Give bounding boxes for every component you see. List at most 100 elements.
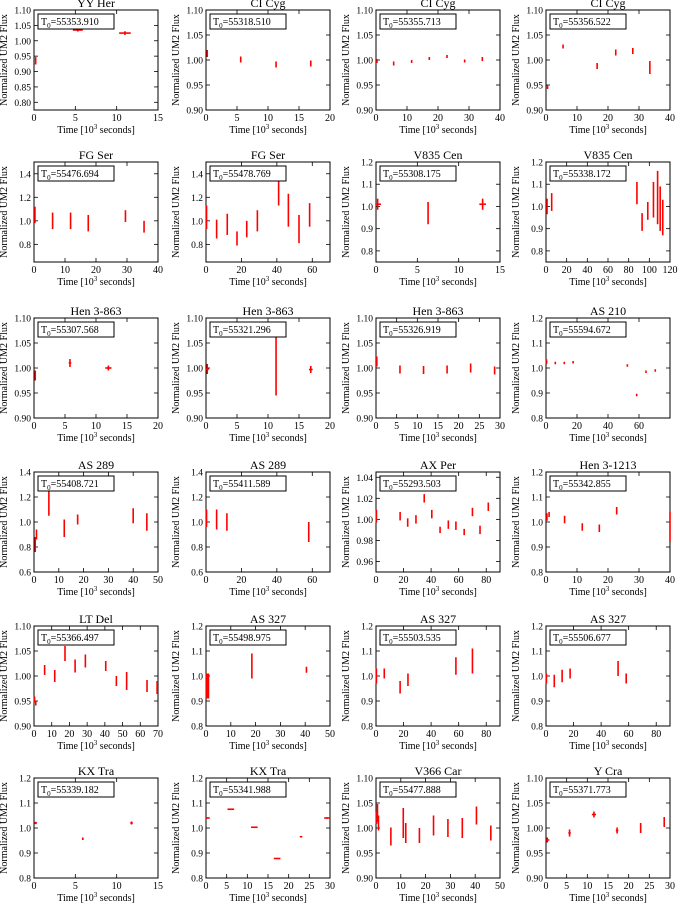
t0-box	[209, 165, 287, 182]
x-tick-label: 0	[204, 265, 209, 276]
x-tick-label: 0	[204, 113, 209, 124]
chart-panel: LT Del 0 10 20 30 40 50 60 70 0.90 0.95 1.00 1.05 1.1…	[0, 612, 163, 752]
chart-panel: KX Tra 0 5 10 15 0.8 0.9 1.0 1.1 1.2 Time [103 sec…	[0, 764, 163, 904]
y-tick-label: 0.90	[356, 107, 373, 117]
x-tick-label: 30	[103, 575, 113, 586]
y-tick-label: 0.95	[14, 698, 31, 708]
chart-panel: V835 Cen 0 20 40 60 80 100 120 0.8 0.9 1.0 1.1 1.2 Ti…	[511, 148, 678, 288]
y-tick-label: 1.2	[191, 494, 203, 504]
chart-panel: AS 210 0 20 40 60 0.8 0.9 1.0 1.1 1.2 Time [103 se…	[511, 304, 671, 444]
x-tick-label: 15	[495, 265, 505, 276]
chart-title: AX Per	[420, 458, 456, 472]
y-tick-label: 0.6	[191, 569, 203, 579]
x-tick-label: 80	[651, 729, 661, 740]
y-tick-label: 0.9	[191, 850, 203, 860]
x-tick-label: 5	[564, 881, 569, 892]
x-tick-label: 40	[582, 265, 592, 276]
x-tick-label: 0	[374, 113, 379, 124]
y-tick-label: 1.1	[531, 494, 543, 504]
y-tick-label: 0.95	[526, 82, 543, 92]
x-tick-label: 40	[272, 575, 282, 586]
x-tick-label: 30	[464, 113, 474, 124]
x-tick-label: 50	[325, 729, 335, 740]
t0-box	[549, 781, 627, 798]
y-tick-label: 1.1	[361, 648, 373, 658]
x-tick-label: 0	[544, 265, 549, 276]
t0-label: T0=55342.855	[553, 479, 611, 492]
data-point	[615, 827, 619, 834]
x-tick-label: 20	[603, 575, 613, 586]
x-tick-label: 60	[135, 729, 145, 740]
y-axis-label: Normalized UM2 Flux	[0, 782, 10, 874]
y-axis-label: Normalized UM2 Flux	[0, 476, 10, 568]
x-tick-label: 15	[433, 421, 443, 432]
chart-title: AS 327	[590, 612, 626, 626]
y-tick-label: 1.1	[191, 648, 203, 658]
y-tick-label: 1.02	[356, 495, 373, 505]
t0-box	[549, 475, 627, 492]
t0-label: T0=55594.672	[553, 325, 611, 338]
x-axis-label: Time [103 seconds]	[229, 431, 307, 444]
t0-box	[209, 475, 287, 492]
x-axis-label: Time [103 seconds]	[569, 275, 647, 288]
y-tick-label: 0.90	[14, 415, 31, 425]
t0-label: T0=55308.175	[383, 169, 441, 182]
x-tick-label: 20	[153, 421, 163, 432]
t0-box	[37, 475, 115, 492]
y-tick-label: 1.0	[531, 203, 543, 213]
chart-title: AS 210	[590, 304, 626, 318]
y-tick-label: 0.8	[361, 247, 373, 257]
y-tick-label: 1.2	[191, 775, 203, 785]
t0-label: T0=55411.589	[213, 479, 270, 492]
chart-title: Hen 3-863	[413, 304, 464, 318]
t0-label: T0=55371.773	[553, 785, 611, 798]
x-tick-label: 40	[665, 575, 675, 586]
y-axis-label: Normalized UM2 Flux	[341, 782, 352, 874]
x-tick-label: 0	[544, 113, 549, 124]
x-tick-label: 25	[304, 881, 314, 892]
y-tick-label: 1.10	[356, 7, 373, 17]
x-axis-label: Time [103 seconds]	[399, 891, 477, 904]
x-tick-label: 10	[572, 575, 582, 586]
x-axis-label: Time [103 seconds]	[57, 739, 135, 752]
chart-title: Y Cra	[594, 764, 623, 778]
y-tick-label: 0.8	[531, 415, 543, 425]
y-tick-label: 0.8	[361, 723, 373, 733]
y-tick-label: 0.90	[14, 68, 31, 78]
x-tick-label: 20	[562, 265, 572, 276]
x-tick-label: 20	[236, 575, 246, 586]
y-axis-label: Normalized UM2 Flux	[341, 322, 352, 414]
x-tick-label: 60	[454, 729, 464, 740]
y-tick-label: 0.95	[356, 82, 373, 92]
x-tick-label: 15	[294, 421, 304, 432]
y-tick-label: 0.6	[19, 569, 31, 579]
t0-box	[37, 629, 115, 646]
x-tick-label: 5	[235, 421, 240, 432]
chart-panel: V835 Cen 0 5 10 15 0.8 0.9 1.0 1.1 1.2 Time [103 s…	[341, 148, 505, 288]
y-tick-label: 0.8	[191, 241, 203, 251]
data-point	[376, 198, 381, 210]
x-axis-label: Time [103 seconds]	[57, 891, 135, 904]
y-tick-label: 1.0	[19, 825, 31, 835]
y-tick-label: 1.05	[356, 800, 373, 810]
y-tick-label: 0.8	[19, 241, 31, 251]
y-tick-label: 1.10	[14, 623, 31, 633]
x-tick-label: 40	[272, 265, 282, 276]
chart-panel: CI Cyg 0 10 20 30 40 0.90 0.95 1.00 1.05 1.10 Time …	[511, 0, 675, 136]
x-tick-label: 20	[454, 421, 464, 432]
y-axis-label: Normalized UM2 Flux	[171, 476, 182, 568]
y-tick-label: 0.95	[14, 53, 31, 63]
chart-title: V835 Cen	[414, 148, 463, 162]
x-tick-label: 100	[642, 265, 657, 276]
y-tick-label: 0.96	[356, 558, 373, 568]
x-tick-label: 10	[47, 729, 57, 740]
y-tick-label: 1.0	[191, 673, 203, 683]
x-tick-label: 60	[454, 575, 464, 586]
y-tick-label: 0.8	[531, 723, 543, 733]
x-tick-label: 0	[32, 575, 37, 586]
data-point	[68, 359, 72, 367]
x-tick-label: 0	[544, 575, 549, 586]
y-tick-label: 1.10	[14, 7, 31, 17]
x-tick-label: 60	[624, 729, 634, 740]
